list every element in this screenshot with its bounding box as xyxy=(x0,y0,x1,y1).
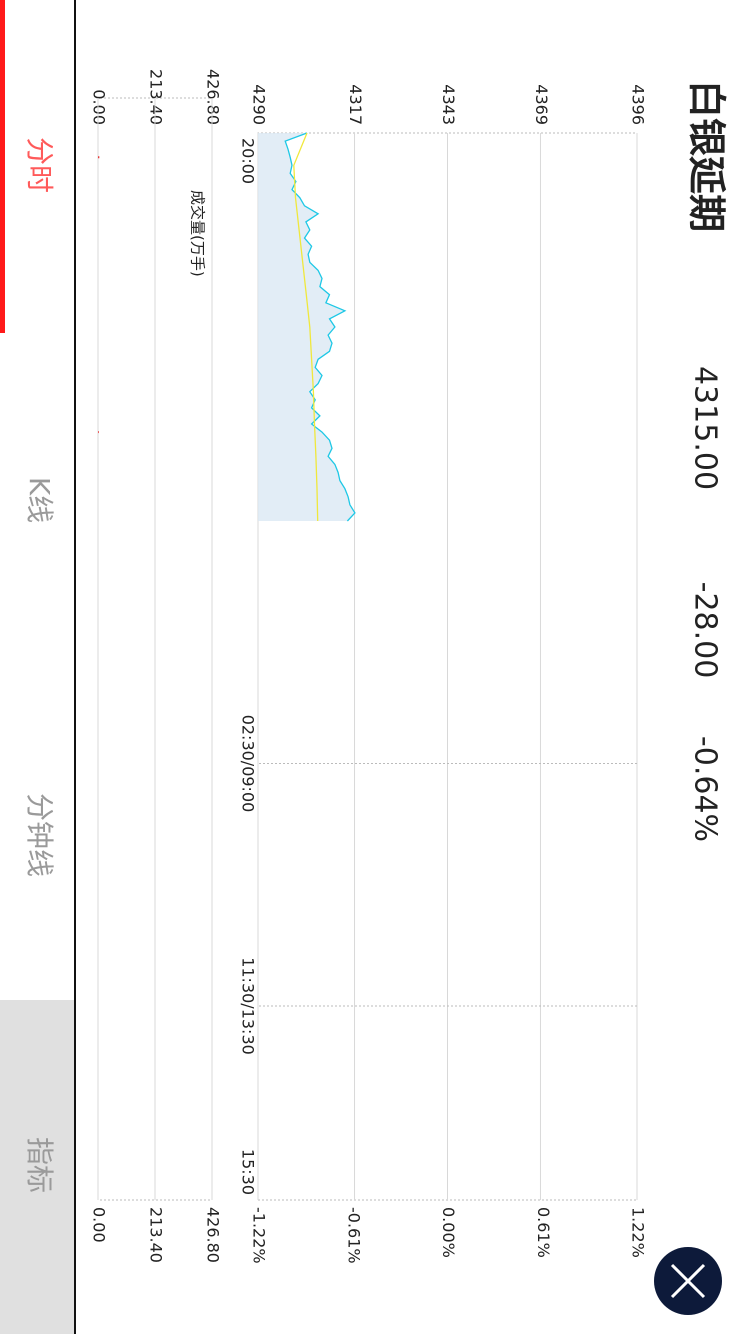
y-tick-label: 4396 xyxy=(629,84,648,125)
close-button[interactable] xyxy=(654,1247,722,1315)
tab[interactable]: 指标 xyxy=(23,1137,56,1193)
price-area xyxy=(258,133,355,521)
y-tick-label: 4290 xyxy=(250,84,269,125)
x-tick-label: 02:30/09:00 xyxy=(239,715,258,813)
tab-indicator xyxy=(0,0,5,333)
tab[interactable]: K线 xyxy=(23,477,56,523)
x-tick-label: 15:30 xyxy=(239,1149,258,1195)
y2-tick-label: 0.00 xyxy=(90,1207,109,1243)
volume-bar xyxy=(98,431,99,434)
change-pct: -0.64% xyxy=(688,736,723,842)
tab[interactable]: 分钟线 xyxy=(23,793,56,877)
y-tick-label: 4317 xyxy=(346,84,365,125)
y-tick-label: 426.80 xyxy=(204,69,223,125)
y-tick-label: 213.40 xyxy=(147,69,166,125)
price: 4315.00 xyxy=(688,366,723,490)
y2-tick-label: -1.22% xyxy=(250,1207,269,1264)
y2-tick-label: 0.00% xyxy=(439,1207,458,1258)
y2-tick-label: 1.22% xyxy=(629,1207,648,1258)
volume-title: 成交量(万手) xyxy=(189,190,207,277)
y-tick-label: 0.00 xyxy=(90,89,109,125)
y-tick-label: 4369 xyxy=(532,84,551,125)
close-icon[interactable] xyxy=(670,1263,706,1299)
y2-tick-label: 426.80 xyxy=(204,1207,223,1263)
y-tick-label: 4343 xyxy=(439,84,458,125)
y2-tick-label: 0.61% xyxy=(534,1207,553,1258)
y2-tick-label: -0.61% xyxy=(344,1207,363,1264)
title: 白银延期 xyxy=(685,80,729,232)
tab[interactable]: 分时 xyxy=(23,137,56,193)
x-tick-label: 11:30/13:30 xyxy=(239,957,258,1055)
y2-tick-label: 213.40 xyxy=(147,1207,166,1263)
change: -28.00 xyxy=(688,582,723,679)
x-tick-label: 20:00 xyxy=(239,138,258,184)
price-line xyxy=(293,132,319,522)
volume-bar xyxy=(97,156,100,159)
tab-bg xyxy=(0,1000,75,1334)
price-line xyxy=(284,132,356,522)
